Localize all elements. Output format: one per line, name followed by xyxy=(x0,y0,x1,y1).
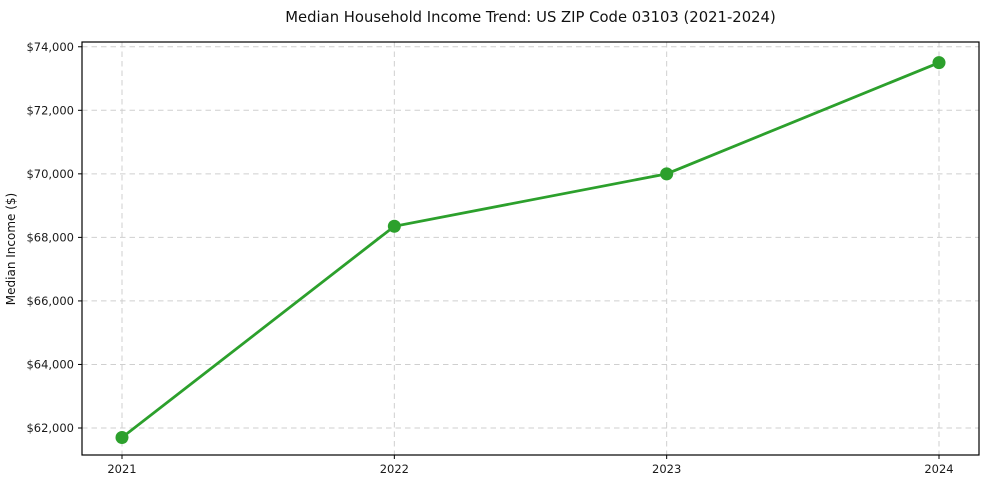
data-point-2023 xyxy=(660,167,674,181)
chart-title: Median Household Income Trend: US ZIP Co… xyxy=(285,9,776,26)
y-tick-label: $68,000 xyxy=(26,230,74,244)
y-tick-label: $72,000 xyxy=(26,103,74,117)
data-point-2024 xyxy=(932,56,946,70)
y-tick-label: $70,000 xyxy=(26,167,74,181)
x-tick-label: 2022 xyxy=(380,462,409,476)
y-tick-label: $64,000 xyxy=(26,357,74,371)
data-point-2021 xyxy=(115,431,129,445)
x-tick-label: 2021 xyxy=(107,462,136,476)
y-tick-label: $66,000 xyxy=(26,294,74,308)
data-point-2022 xyxy=(387,219,401,233)
y-tick-label: $74,000 xyxy=(26,40,74,54)
plot-border xyxy=(81,41,980,456)
trend-line xyxy=(120,61,941,439)
y-tick-label: $62,000 xyxy=(26,421,74,435)
x-tick-label: 2023 xyxy=(652,462,681,476)
x-tick-label: 2024 xyxy=(924,462,953,476)
